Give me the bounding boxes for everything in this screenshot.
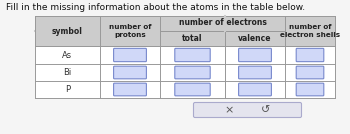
Text: total: total — [182, 34, 203, 43]
FancyBboxPatch shape — [296, 83, 324, 96]
Text: number of
electron shells: number of electron shells — [280, 24, 340, 38]
FancyBboxPatch shape — [175, 66, 210, 79]
Text: Bi: Bi — [63, 68, 72, 77]
Text: number of electrons: number of electrons — [178, 18, 266, 27]
FancyBboxPatch shape — [239, 66, 271, 79]
Text: As: As — [62, 51, 72, 59]
Text: number of
protons: number of protons — [109, 24, 151, 38]
Text: Fill in the missing information about the atoms in the table below.: Fill in the missing information about th… — [6, 3, 305, 12]
Text: symbol: symbol — [52, 27, 83, 36]
FancyBboxPatch shape — [175, 48, 210, 62]
Bar — [35, 16, 335, 46]
Text: ×: × — [225, 105, 234, 115]
FancyBboxPatch shape — [239, 83, 271, 96]
FancyBboxPatch shape — [114, 66, 146, 79]
FancyBboxPatch shape — [114, 83, 146, 96]
FancyBboxPatch shape — [114, 48, 146, 62]
FancyBboxPatch shape — [175, 83, 210, 96]
Text: valence: valence — [238, 34, 272, 43]
FancyBboxPatch shape — [296, 48, 324, 62]
Bar — [35, 16, 335, 98]
Text: P: P — [65, 85, 70, 94]
Text: ↺: ↺ — [261, 105, 270, 115]
FancyBboxPatch shape — [239, 48, 271, 62]
FancyBboxPatch shape — [194, 103, 301, 118]
FancyBboxPatch shape — [296, 66, 324, 79]
